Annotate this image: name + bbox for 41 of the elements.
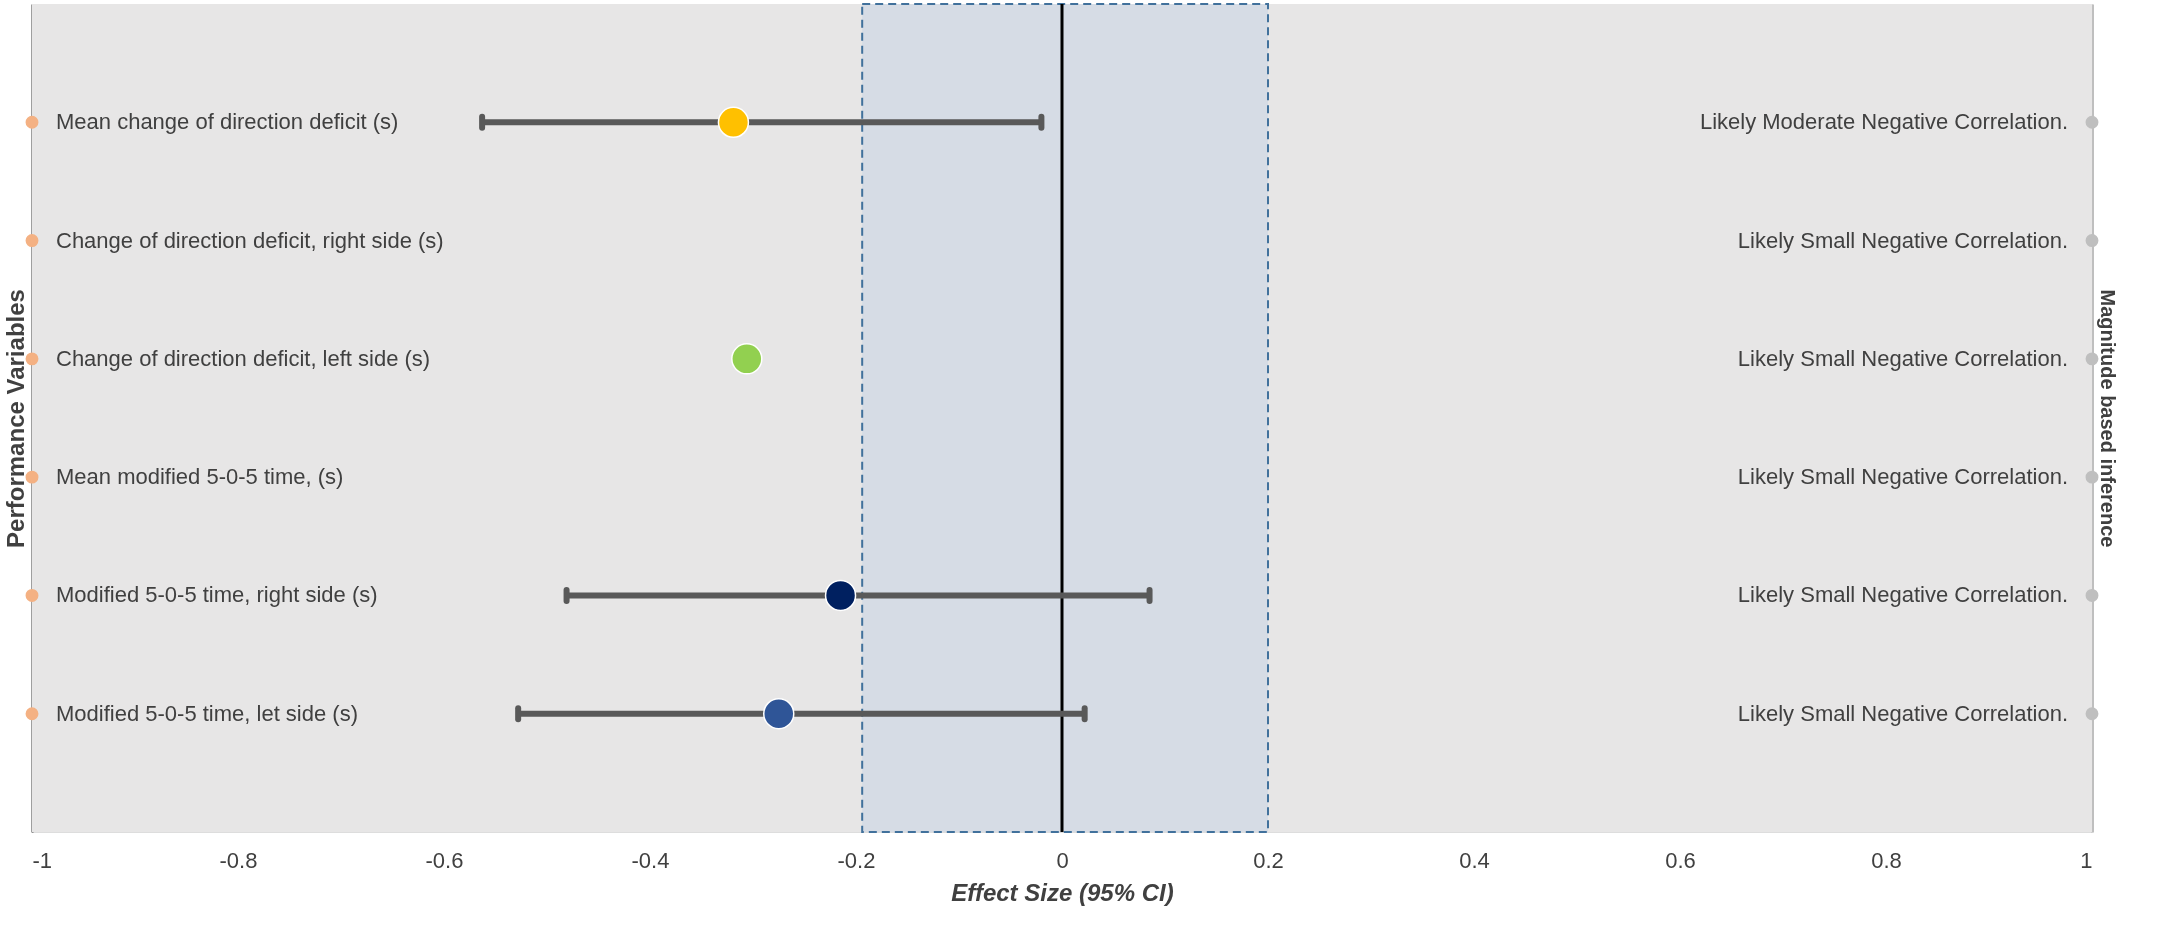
x-tick-label: -0.4 <box>631 847 670 873</box>
y-tick-label: Modified 5-0-5 time, let side (s) <box>56 700 358 726</box>
point <box>25 588 39 602</box>
y-tick-label: Change of direction deficit, left side (s) <box>56 345 431 371</box>
point <box>25 115 39 129</box>
y2-tick-label: Likely Moderate Negative Correlation. <box>1699 109 2068 135</box>
x-tick-label: 0.6 <box>1665 847 1696 873</box>
point <box>2085 115 2099 129</box>
y-tick-label: Change of direction deficit, right side (s) <box>56 227 444 253</box>
x-axis-title: Effect Size (95% CI) <box>951 878 1174 906</box>
y-axis-title: Performance Variables <box>1 289 29 548</box>
point <box>2085 470 2099 484</box>
point <box>25 352 39 366</box>
x-tick-label: 0.4 <box>1459 847 1490 873</box>
y2-tick-label: Likely Small Negative Correlation. <box>1737 345 2068 371</box>
y-tick-label: Modified 5-0-5 time, right side (s) <box>56 582 378 608</box>
y2-axis-title: Magnitude based inference <box>2096 289 2119 548</box>
x-tick-label: 0.2 <box>1253 847 1284 873</box>
point <box>824 579 857 612</box>
y-tick-label: Mean modified 5-0-5 time, (s) <box>56 464 344 490</box>
point <box>763 697 795 730</box>
x-tick-label: -0.2 <box>837 847 876 873</box>
point <box>2085 588 2099 602</box>
point <box>717 106 750 139</box>
point <box>25 707 39 721</box>
x-tick-label: -0.8 <box>219 847 258 873</box>
y2-tick-label: Likely Small Negative Correlation. <box>1737 700 2068 726</box>
y2-tick-label: Likely Small Negative Correlation. <box>1737 227 2068 253</box>
x-tick-label: 1 <box>2080 847 2093 873</box>
x-tick-label: 0 <box>1056 847 1069 873</box>
point <box>25 234 39 248</box>
point <box>25 470 39 484</box>
y-tick-label: Mean change of direction deficit (s) <box>56 109 399 135</box>
x-tick-label: -0.6 <box>425 847 464 873</box>
point <box>2085 707 2099 721</box>
point <box>731 343 763 375</box>
point <box>2085 234 2099 248</box>
x-tick-label: -1 <box>32 847 53 873</box>
y2-tick-label: Likely Small Negative Correlation. <box>1737 582 2068 608</box>
y2-tick-label: Likely Small Negative Correlation. <box>1737 464 2068 490</box>
x-tick-label: 0.8 <box>1871 847 1902 873</box>
